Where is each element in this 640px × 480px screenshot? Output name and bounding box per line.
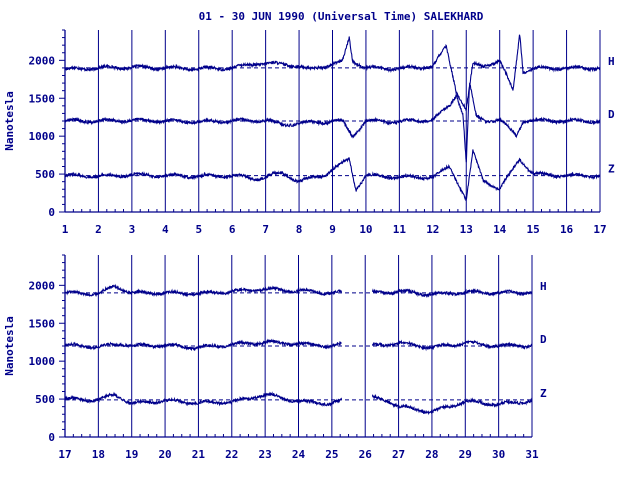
y-tick-label: 1000	[29, 130, 56, 143]
x-tick-label: 7	[262, 223, 269, 236]
x-tick-label: 24	[292, 448, 306, 461]
x-tick-label: 8	[296, 223, 303, 236]
x-tick-label: 22	[225, 448, 238, 461]
x-tick-label: 26	[359, 448, 373, 461]
x-tick-label: 20	[158, 448, 171, 461]
x-tick-label: 12	[426, 223, 439, 236]
series-h: H	[64, 280, 547, 299]
x-tick-label: 2	[95, 223, 102, 236]
x-tick-label: 19	[125, 448, 138, 461]
x-tick-label: 11	[393, 223, 407, 236]
y-tick-label: 2000	[29, 279, 56, 292]
series-line	[64, 283, 533, 299]
x-tick-label: 14	[493, 223, 507, 236]
y-tick-label: 500	[35, 393, 55, 406]
series-line	[64, 391, 533, 416]
panel-bottom: 0 500 1000 1500 2000 Nanotesla 17 18 19 20 21 22 23 2…	[3, 254, 547, 461]
x-tick-label: 10	[359, 223, 372, 236]
y-tick-label: 1000	[29, 355, 56, 368]
x-tick-label: 4	[162, 223, 169, 236]
x-tick-label: 15	[527, 223, 540, 236]
series-line	[64, 338, 533, 352]
x-tick-label: 1	[62, 223, 69, 236]
chart-title: 01 - 30 JUN 1990 (Universal Time) SALEKH…	[199, 10, 484, 23]
x-tick-label: 30	[492, 448, 505, 461]
x-tick-label: 13	[460, 223, 473, 236]
x-tick-label: 16	[560, 223, 574, 236]
y-tick-label: 1500	[29, 92, 56, 105]
y-tick-label: 0	[48, 431, 55, 444]
y-tick-label: 1500	[29, 317, 56, 330]
x-tick-label: 9	[329, 223, 336, 236]
series-label: H	[540, 280, 547, 293]
x-tick-label: 25	[325, 448, 338, 461]
x-tick-label: 23	[259, 448, 272, 461]
x-tick-label: 28	[425, 448, 438, 461]
x-tick-label: 17	[593, 223, 606, 236]
series-label: D	[540, 333, 547, 346]
y-tick-label: 500	[35, 168, 55, 181]
series-label: H	[608, 55, 615, 68]
y-tick-label: 2000	[29, 54, 56, 67]
x-tick-label: 3	[129, 223, 136, 236]
x-tick-label: 31	[525, 448, 539, 461]
series-d: D	[64, 333, 547, 352]
y-axis-label: Nanotesla	[3, 316, 16, 376]
x-tick-label: 27	[392, 448, 405, 461]
y-tick-label: 0	[48, 206, 55, 219]
series-line	[64, 149, 601, 201]
x-tick-label: 17	[58, 448, 71, 461]
series-label: Z	[608, 163, 615, 176]
y-axis-label: Nanotesla	[3, 91, 16, 151]
series-label: D	[608, 108, 615, 121]
series-line	[64, 34, 601, 111]
series-h: H	[64, 34, 615, 111]
x-tick-label: 6	[229, 223, 236, 236]
series-label: Z	[540, 387, 547, 400]
series-d: D	[64, 82, 615, 163]
series-z: Z	[64, 387, 547, 416]
series-line	[64, 82, 601, 163]
series-z: Z	[64, 149, 615, 201]
x-tick-label: 21	[192, 448, 206, 461]
x-tick-label: 29	[459, 448, 472, 461]
x-tick-label: 5	[195, 223, 202, 236]
x-tick-label: 18	[92, 448, 105, 461]
